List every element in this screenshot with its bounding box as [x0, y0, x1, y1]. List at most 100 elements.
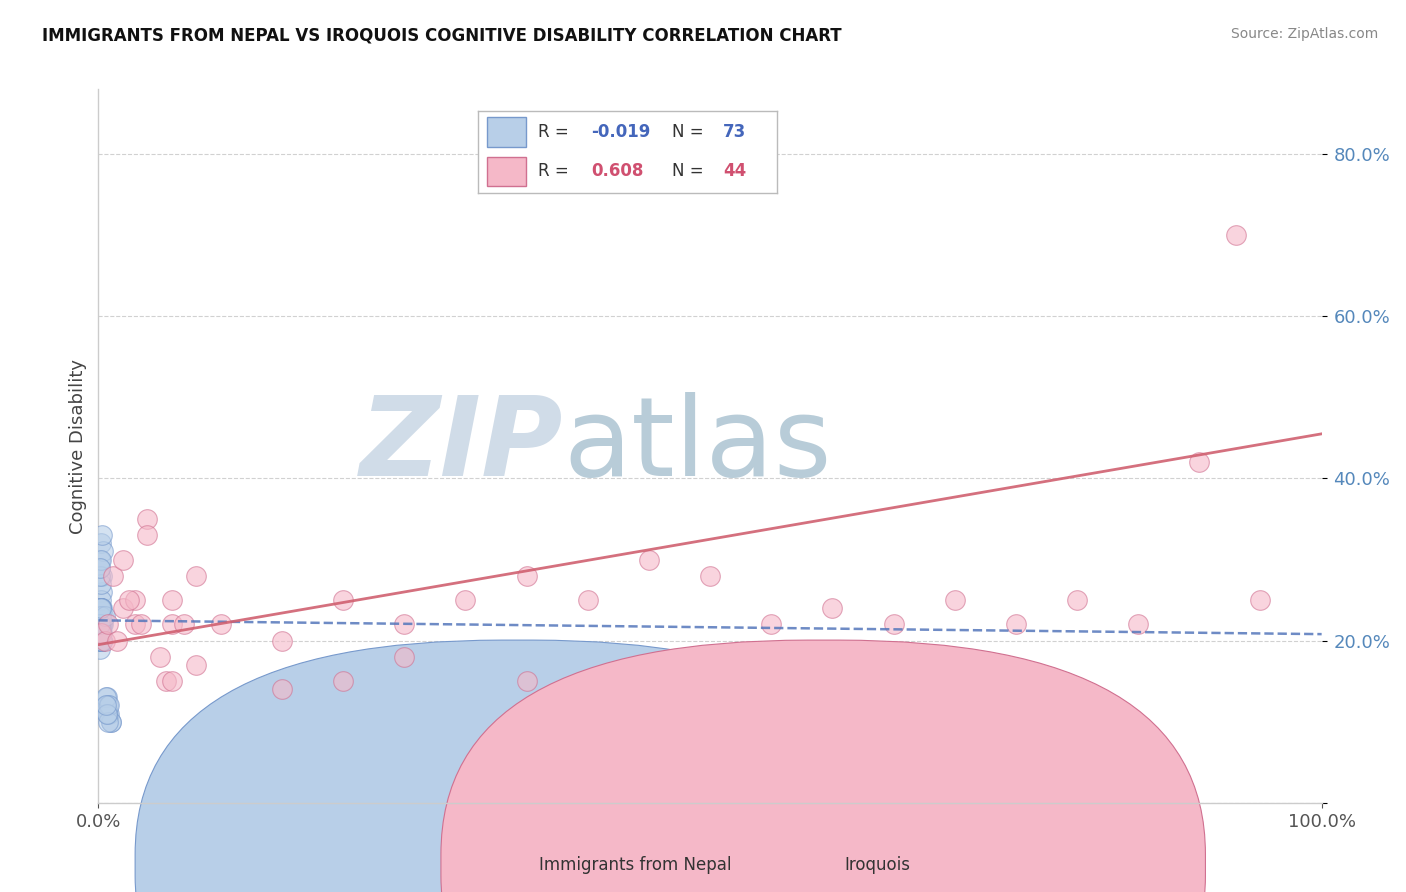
Point	[270, 633, 294, 648]
Point	[91, 633, 114, 648]
Point	[89, 568, 111, 582]
Point	[90, 601, 112, 615]
Point	[90, 625, 112, 640]
Point	[94, 698, 117, 713]
Point	[91, 544, 114, 558]
Point	[90, 633, 112, 648]
FancyBboxPatch shape	[441, 640, 1205, 892]
FancyBboxPatch shape	[135, 640, 900, 892]
Point	[160, 674, 183, 689]
Point	[118, 593, 141, 607]
Point	[91, 568, 114, 582]
Point	[332, 674, 354, 689]
Text: atlas: atlas	[564, 392, 832, 500]
Point	[136, 512, 159, 526]
Point	[89, 552, 111, 566]
Text: ZIP: ZIP	[360, 392, 564, 500]
Text: Source: ZipAtlas.com: Source: ZipAtlas.com	[1230, 27, 1378, 41]
Point	[89, 609, 111, 624]
Point	[89, 617, 111, 632]
Point	[101, 568, 124, 582]
Point	[136, 528, 159, 542]
Point	[392, 649, 416, 664]
Point	[89, 617, 111, 632]
Point	[821, 601, 844, 615]
Point	[1004, 617, 1026, 632]
Point	[93, 609, 115, 624]
Point	[149, 649, 172, 664]
Point	[93, 633, 115, 648]
Point	[97, 714, 120, 729]
Point	[761, 617, 783, 632]
Text: Immigrants from Nepal: Immigrants from Nepal	[538, 856, 731, 874]
Point	[1066, 593, 1088, 607]
Point	[97, 617, 120, 632]
Point	[209, 617, 232, 632]
Point	[90, 601, 112, 615]
Point	[90, 601, 112, 615]
Point	[91, 633, 114, 648]
Point	[124, 617, 146, 632]
Point	[91, 633, 114, 648]
Point	[94, 698, 117, 713]
Point	[91, 609, 114, 624]
Point	[89, 609, 111, 624]
Point	[160, 617, 183, 632]
Point	[186, 568, 208, 582]
Point	[89, 617, 111, 632]
Point	[124, 593, 146, 607]
Point	[100, 714, 122, 729]
Point	[96, 706, 118, 721]
Point	[98, 706, 121, 721]
Point	[155, 674, 177, 689]
Point	[89, 609, 111, 624]
Point	[89, 617, 111, 632]
Point	[883, 617, 905, 632]
Point	[89, 625, 111, 640]
Point	[89, 601, 111, 615]
Point	[97, 706, 120, 721]
Point	[1249, 593, 1271, 607]
Point	[89, 601, 111, 615]
Point	[160, 593, 183, 607]
Point	[90, 617, 112, 632]
Point	[1225, 228, 1247, 243]
Point	[89, 617, 111, 632]
Point	[111, 601, 134, 615]
Point	[515, 568, 537, 582]
Point	[637, 552, 661, 566]
Point	[91, 633, 114, 648]
Point	[91, 601, 114, 615]
Point	[91, 528, 114, 542]
Point	[90, 617, 112, 632]
Point	[100, 714, 122, 729]
Point	[943, 593, 966, 607]
Point	[1188, 455, 1211, 469]
Point	[91, 585, 114, 599]
Point	[105, 633, 128, 648]
Point	[129, 617, 152, 632]
Point	[699, 568, 721, 582]
Point	[186, 657, 208, 672]
Point	[89, 633, 111, 648]
Point	[90, 617, 112, 632]
Point	[89, 625, 111, 640]
Point	[90, 609, 112, 624]
Point	[89, 633, 111, 648]
Point	[332, 593, 354, 607]
Point	[90, 601, 112, 615]
Point	[96, 690, 118, 705]
Point	[90, 617, 112, 632]
Point	[90, 625, 112, 640]
Point	[89, 560, 111, 574]
Point	[90, 552, 112, 566]
Point	[90, 625, 112, 640]
Point	[91, 625, 114, 640]
Point	[173, 617, 195, 632]
Point	[91, 633, 114, 648]
Point	[392, 617, 416, 632]
Point	[89, 625, 111, 640]
Point	[576, 593, 599, 607]
Point	[91, 617, 114, 632]
Point	[96, 706, 118, 721]
